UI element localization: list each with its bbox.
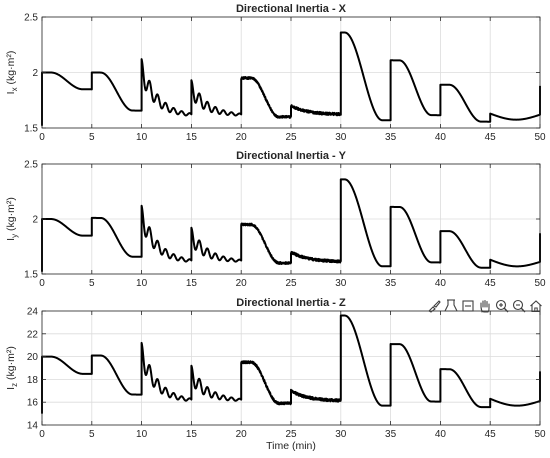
x-tick-label: 25: [285, 278, 297, 289]
y-tick-label: 24: [27, 307, 39, 318]
y-tick-label: 20: [27, 352, 39, 363]
chart-title: Directional Inertia - Y: [236, 150, 346, 162]
x-tick-label: 25: [285, 429, 297, 440]
y-tick-label: 1.5: [24, 124, 38, 135]
x-tick-label: 35: [385, 132, 397, 143]
x-tick-label: 35: [385, 278, 397, 289]
series-line: [41, 31, 541, 126]
chart-panel-3: 0 5 10 15 20 25 30 35 40 45 50 14 16 18 20 22 24 Directio…: [5, 297, 546, 452]
x-tick-label: 10: [136, 429, 148, 440]
y-tick-label: 2: [32, 215, 38, 226]
y-axis-label: Iz (kg·m²): [5, 346, 19, 390]
x-tick-label: 20: [236, 278, 248, 289]
y-tick-label: 16: [27, 398, 39, 409]
y-tick-label: 1.5: [24, 270, 38, 281]
x-tick-label: 0: [39, 429, 45, 440]
y-label-subscript: x: [10, 87, 19, 91]
series-line: [41, 314, 541, 414]
x-tick-label: 50: [534, 132, 546, 143]
x-tick-label: 50: [534, 278, 546, 289]
link-icon[interactable]: [460, 297, 476, 315]
chart-panel-2: 0 5 10 15 20 25 30 35 40 45 50 1.5 2 2.5 Directional I…: [5, 150, 546, 289]
x-tick-label: 45: [485, 278, 497, 289]
x-tick-label: 45: [485, 429, 497, 440]
x-axis-label: Time (min): [266, 440, 316, 452]
y-label-symbol: I: [5, 91, 17, 94]
y-label-symbol: I: [5, 387, 17, 390]
series-line: [41, 178, 541, 272]
chart-panel-1: 0 5 10 15 20 25 30 35 40 45 50 1.5 2 2.5 Directional I…: [5, 3, 546, 143]
chart-title: Directional Inertia - Z: [236, 297, 346, 309]
x-tick-label: 30: [335, 132, 347, 143]
y-label-subscript: y: [10, 234, 19, 238]
x-tick-label: 10: [136, 132, 148, 143]
y-label-unit: (kg·m²): [5, 197, 17, 234]
x-tick-label: 0: [39, 278, 45, 289]
y-axis-label: Iy (kg·m²): [5, 197, 19, 241]
x-tick-label: 0: [39, 132, 45, 143]
x-tick-label: 35: [385, 429, 397, 440]
x-tick-label: 5: [89, 132, 95, 143]
y-tick-label: 2: [32, 68, 38, 79]
x-tick-label: 20: [236, 429, 248, 440]
y-label-symbol: I: [5, 238, 17, 241]
x-tick-label: 15: [186, 278, 198, 289]
x-tick-label: 40: [435, 278, 447, 289]
x-tick-label: 15: [186, 429, 198, 440]
zoom-out-icon[interactable]: [511, 297, 527, 315]
y-label-unit: (kg·m²): [5, 51, 17, 88]
y-tick-label: 14: [27, 421, 39, 432]
x-tick-label: 50: [534, 429, 546, 440]
x-tick-label: 30: [335, 278, 347, 289]
x-tick-label: 45: [485, 132, 497, 143]
y-tick-label: 22: [27, 329, 39, 340]
x-tick-label: 25: [285, 132, 297, 143]
y-label-subscript: z: [10, 383, 19, 387]
chart-title: Directional Inertia - X: [236, 3, 347, 15]
y-label-unit: (kg·m²): [5, 346, 17, 383]
x-tick-label: 5: [89, 429, 95, 440]
x-tick-label: 10: [136, 278, 148, 289]
x-tick-label: 40: [435, 429, 447, 440]
x-tick-label: 40: [435, 132, 447, 143]
axes-toolbar: [426, 296, 544, 316]
y-tick-label: 2.5: [24, 13, 38, 24]
pan-hand-icon[interactable]: [477, 297, 493, 315]
y-tick-label: 2.5: [24, 160, 38, 171]
home-icon[interactable]: [528, 297, 544, 315]
data-cursor-icon[interactable]: [443, 297, 459, 315]
x-tick-label: 20: [236, 132, 248, 143]
zoom-in-icon[interactable]: [494, 297, 510, 315]
x-tick-label: 5: [89, 278, 95, 289]
x-tick-label: 30: [335, 429, 347, 440]
y-axis-label: Ix (kg·m²): [5, 51, 19, 95]
y-tick-label: 18: [27, 375, 39, 386]
x-tick-label: 15: [186, 132, 198, 143]
brush-icon[interactable]: [426, 297, 442, 315]
